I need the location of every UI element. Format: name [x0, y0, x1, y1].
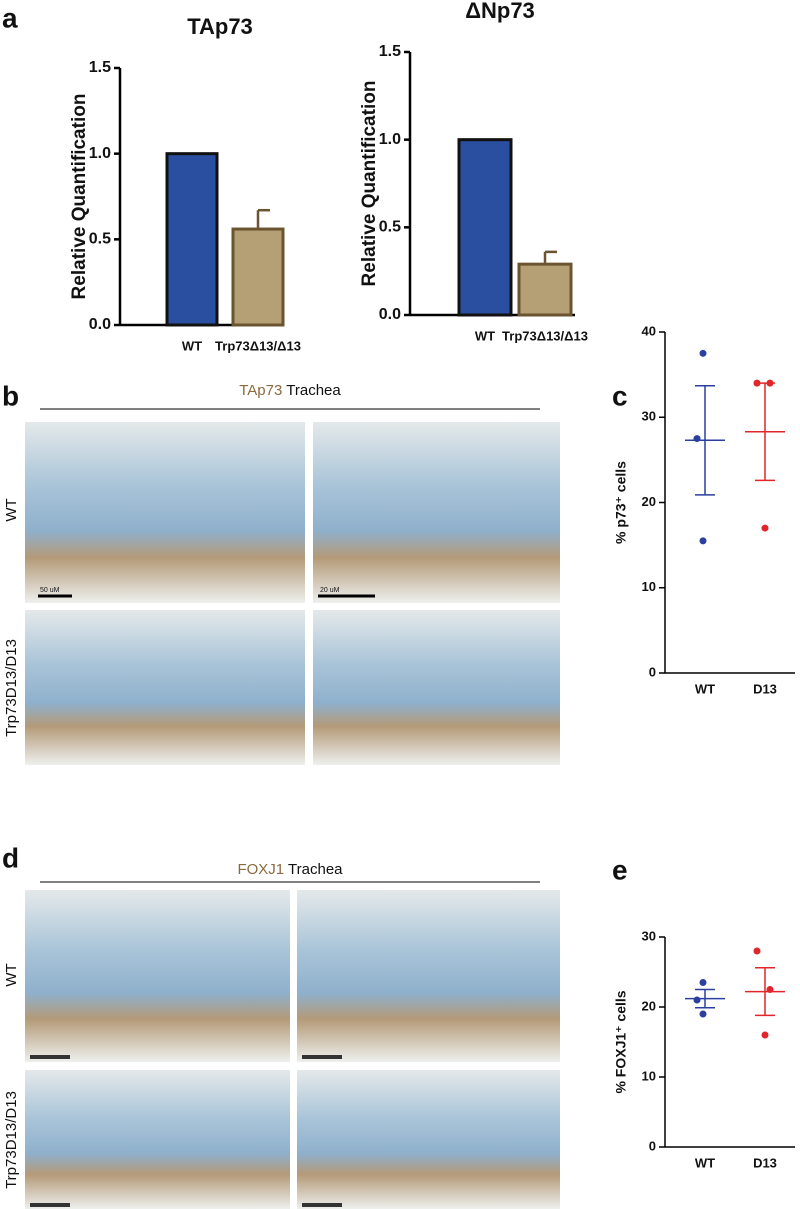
- point: [699, 537, 707, 545]
- chart-title: TAp73: [187, 14, 253, 39]
- y-tick-label: 0.0: [379, 306, 401, 323]
- y-axis-label: Relative Quantification: [69, 94, 90, 300]
- row-label: Trp73D13/D13: [3, 1091, 20, 1189]
- y-tick-label: 0.0: [89, 316, 111, 333]
- panel-label: b: [2, 380, 19, 411]
- point: [693, 996, 701, 1004]
- y-tick-label: 30: [642, 409, 656, 424]
- y-tick-label: 20: [642, 998, 656, 1013]
- x-tick-label: D13: [753, 681, 777, 696]
- x-tick-label: WT: [182, 338, 202, 353]
- micrograph: [297, 890, 560, 1062]
- micrograph: [25, 422, 305, 603]
- y-tick-label: 10: [642, 579, 656, 594]
- micrograph: [25, 890, 290, 1062]
- tissue: Trachea: [286, 382, 341, 399]
- y-axis-label: % FOXJ1⁺ cells: [613, 990, 629, 1093]
- point: [699, 979, 707, 986]
- y-tick-label: 1.0: [379, 131, 401, 148]
- micrograph: [313, 610, 560, 765]
- row-label: WT: [3, 963, 20, 986]
- scale-bar-label: 50 uM: [40, 587, 60, 594]
- y-tick-label: 1.5: [89, 59, 111, 76]
- panel-label: e: [612, 854, 628, 885]
- y-tick-label: 0.5: [379, 219, 401, 236]
- panel-header: TAp73 Trachea: [239, 382, 341, 399]
- y-tick-label: 0.5: [89, 231, 111, 248]
- panel-label: a: [2, 2, 18, 33]
- micrograph: [313, 422, 560, 603]
- row-label: WT: [3, 498, 20, 521]
- micrographs: [25, 408, 560, 1209]
- bar: [231, 227, 285, 327]
- stain: TAp73: [239, 382, 282, 399]
- point: [753, 947, 761, 955]
- y-tick-label: 0: [649, 664, 656, 679]
- x-tick-label: WT: [695, 681, 715, 696]
- x-tick-label: D13: [753, 1155, 777, 1170]
- point: [761, 524, 769, 532]
- point: [761, 1031, 769, 1039]
- x-tick-label: WT: [695, 1155, 715, 1170]
- y-tick-label: 0: [649, 1138, 656, 1153]
- bar: [165, 152, 219, 327]
- point: [699, 1010, 707, 1018]
- row-label: Trp73D13/D13: [3, 639, 20, 737]
- y-tick-label: 30: [642, 928, 656, 943]
- scale-bar-label: 20 uM: [320, 587, 340, 594]
- micrograph: [297, 1070, 560, 1209]
- y-axis-label: % p73⁺ cells: [613, 461, 629, 544]
- x-tick-label: WT: [475, 328, 495, 343]
- x-tick-label: Trp73Δ13/Δ13: [502, 328, 588, 343]
- x-tick-label: Trp73Δ13/Δ13: [215, 338, 301, 353]
- y-tick-label: 40: [642, 323, 656, 338]
- panel-label: c: [612, 380, 628, 411]
- y-tick-label: 10: [642, 1068, 656, 1083]
- y-tick-label: 1.0: [89, 145, 111, 162]
- stain: FOXJ1: [237, 861, 284, 878]
- panel-header: FOXJ1 Trachea: [237, 861, 343, 878]
- micrograph: [25, 610, 305, 765]
- micrograph: [25, 1070, 290, 1209]
- tissue: Trachea: [288, 861, 343, 878]
- bar: [517, 262, 573, 317]
- y-tick-label: 20: [642, 494, 656, 509]
- bar: [457, 138, 513, 317]
- y-tick-label: 1.5: [379, 43, 401, 60]
- panel-label: d: [2, 842, 19, 873]
- y-axis-label: Relative Quantification: [359, 81, 380, 287]
- chart-title: ΔNp73: [465, 0, 535, 23]
- point: [699, 349, 707, 357]
